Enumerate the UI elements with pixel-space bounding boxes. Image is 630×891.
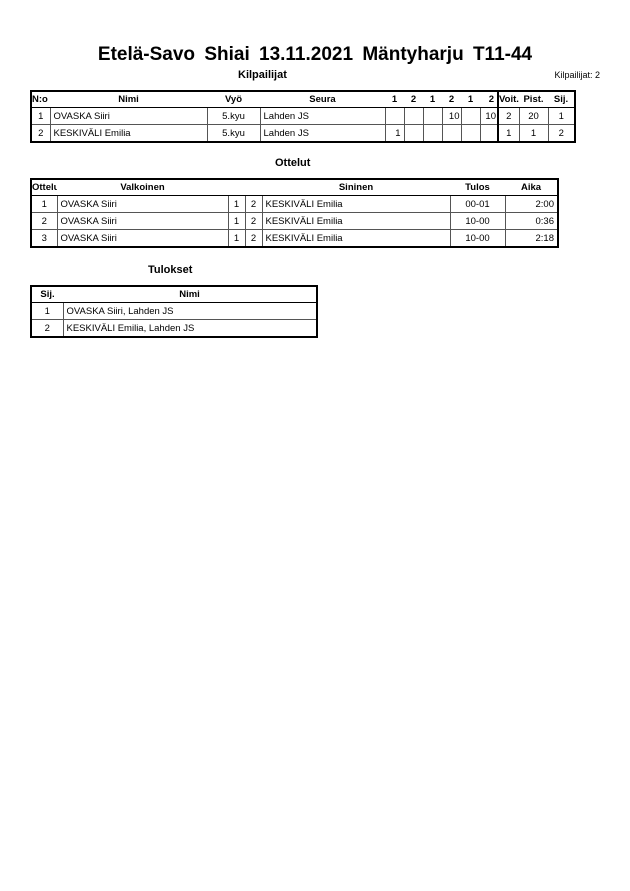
cell-no: 1 bbox=[30, 107, 51, 125]
cell-wins: 2 bbox=[497, 107, 520, 125]
cell-score: 1 bbox=[384, 124, 405, 143]
cell-score bbox=[384, 107, 405, 125]
cell-score: 10 bbox=[479, 107, 499, 125]
col-header: Nimi bbox=[50, 90, 207, 108]
cell-white: OVASKA Siiri bbox=[56, 212, 229, 230]
cell-rank: 1 bbox=[547, 107, 576, 125]
matches-heading: Ottelut bbox=[275, 157, 311, 169]
cell-blue: KESKIVÄLI Emilia bbox=[261, 212, 451, 230]
table-row: 1 OVASKA Siiri, Lahden JS bbox=[30, 302, 318, 320]
cell-result: 00-01 bbox=[449, 195, 506, 213]
cell-blue-no: 2 bbox=[244, 229, 263, 248]
competitor-count: Kilpailijat: 2 bbox=[554, 70, 600, 80]
cell-white-no: 1 bbox=[227, 229, 246, 248]
cell-score: 10 bbox=[441, 107, 462, 125]
cell-time: 2:00 bbox=[504, 195, 559, 213]
cell-no: 3 bbox=[30, 229, 58, 248]
cell-club: Lahden JS bbox=[259, 124, 386, 143]
col-header: Vyö bbox=[207, 90, 260, 108]
cell-white: OVASKA Siiri bbox=[56, 229, 229, 248]
table-header: N:o Nimi Vyö Seura 1 2 1 2 1 2 Voit. Pis… bbox=[31, 90, 575, 108]
table-row: 3 OVASKA Siiri 1 2 KESKIVÄLI Emilia 10-0… bbox=[30, 229, 559, 248]
cell-points: 20 bbox=[518, 107, 549, 125]
cell-no: 2 bbox=[30, 212, 58, 230]
cell-wins: 1 bbox=[497, 124, 520, 143]
results-table: Sij. Nimi 1 OVASKA Siiri, Lahden JS 2 KE… bbox=[30, 285, 318, 338]
col-header: Ottelu bbox=[31, 178, 57, 196]
cell-points: 1 bbox=[518, 124, 549, 143]
competitors-heading: Kilpailijat bbox=[238, 69, 287, 81]
col-header: Sij. bbox=[548, 90, 575, 108]
cell-white-no: 1 bbox=[227, 195, 246, 213]
cell-blue: KESKIVÄLI Emilia bbox=[261, 195, 451, 213]
cell-score bbox=[403, 107, 424, 125]
col-header: 2 bbox=[480, 90, 498, 108]
cell-score bbox=[422, 107, 443, 125]
cell-blue-no: 2 bbox=[244, 195, 263, 213]
cell-white-no: 1 bbox=[227, 212, 246, 230]
col-header: N:o bbox=[31, 90, 50, 108]
col-header: Pist. bbox=[519, 90, 548, 108]
table-row: 2 KESKIVÄLI Emilia 5.kyu Lahden JS 1 1 1… bbox=[30, 124, 576, 143]
cell-time: 2:18 bbox=[504, 229, 559, 248]
col-header: Seura bbox=[260, 90, 385, 108]
cell-belt: 5.kyu bbox=[206, 107, 261, 125]
cell-name: OVASKA Siiri, Lahden JS bbox=[62, 302, 318, 320]
cell-name: OVASKA Siiri bbox=[49, 107, 208, 125]
table-header: Ottelu Valkoinen Sininen Tulos Aika bbox=[31, 178, 558, 196]
col-header: Valkoinen bbox=[57, 178, 228, 196]
competitors-table: N:o Nimi Vyö Seura 1 2 1 2 1 2 Voit. Pis… bbox=[30, 90, 576, 143]
cell-name: KESKIVÄLI Emilia, Lahden JS bbox=[62, 319, 318, 338]
page-title: Etelä-Savo Shiai 13.11.2021 Mäntyharju T… bbox=[97, 44, 533, 65]
cell-rank: 1 bbox=[30, 302, 64, 320]
col-header: 2 bbox=[442, 90, 461, 108]
col-header: Sij. bbox=[31, 285, 63, 303]
col-header: 1 bbox=[461, 90, 480, 108]
cell-result: 10-00 bbox=[449, 229, 506, 248]
cell-score bbox=[460, 124, 481, 143]
col-header: 1 bbox=[385, 90, 404, 108]
matches-table: Ottelu Valkoinen Sininen Tulos Aika 1 OV… bbox=[30, 178, 559, 248]
col-header: Aika bbox=[505, 178, 558, 196]
cell-rank: 2 bbox=[547, 124, 576, 143]
col-header: Nimi bbox=[63, 285, 317, 303]
cell-belt: 5.kyu bbox=[206, 124, 261, 143]
cell-score bbox=[460, 107, 481, 125]
cell-score bbox=[422, 124, 443, 143]
cell-blue: KESKIVÄLI Emilia bbox=[261, 229, 451, 248]
col-header: Tulos bbox=[450, 178, 505, 196]
cell-name: KESKIVÄLI Emilia bbox=[49, 124, 208, 143]
cell-time: 0:36 bbox=[504, 212, 559, 230]
cell-score bbox=[403, 124, 424, 143]
cell-score bbox=[441, 124, 462, 143]
table-header: Sij. Nimi bbox=[31, 285, 317, 303]
col-header: Voit. bbox=[497, 90, 519, 108]
cell-no: 1 bbox=[30, 195, 58, 213]
cell-club: Lahden JS bbox=[259, 107, 386, 125]
results-heading: Tulokset bbox=[148, 264, 193, 276]
col-header: Sininen bbox=[262, 178, 450, 196]
cell-white: OVASKA Siiri bbox=[56, 195, 229, 213]
cell-score bbox=[479, 124, 499, 143]
cell-result: 10-00 bbox=[449, 212, 506, 230]
cell-no: 2 bbox=[30, 124, 51, 143]
cell-rank: 2 bbox=[30, 319, 64, 338]
table-row: 1 OVASKA Siiri 1 2 KESKIVÄLI Emilia 00-0… bbox=[30, 195, 559, 213]
col-header: 2 bbox=[404, 90, 423, 108]
col-header: 1 bbox=[423, 90, 442, 108]
table-row: 2 OVASKA Siiri 1 2 KESKIVÄLI Emilia 10-0… bbox=[30, 212, 559, 230]
table-row: 2 KESKIVÄLI Emilia, Lahden JS bbox=[30, 319, 318, 338]
cell-blue-no: 2 bbox=[244, 212, 263, 230]
table-row: 1 OVASKA Siiri 5.kyu Lahden JS 10 10 2 2… bbox=[30, 107, 576, 125]
